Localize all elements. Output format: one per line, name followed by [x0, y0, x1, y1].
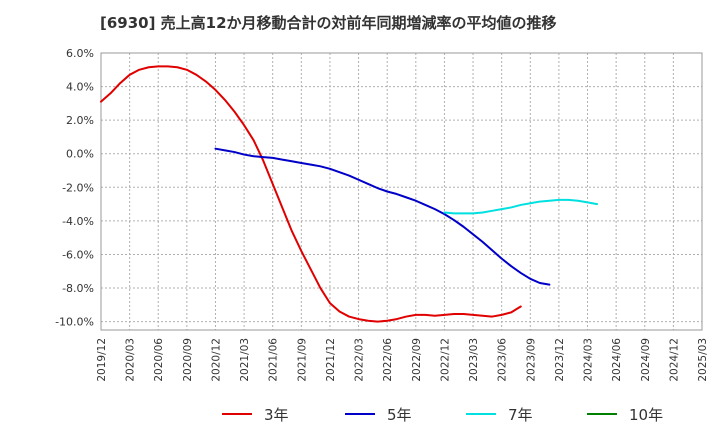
x-tick-label: 2024/12	[668, 338, 680, 382]
x-tick-label: 2022/03	[354, 338, 366, 382]
y-tick-label: -8.0%	[62, 282, 94, 295]
y-tick-label: -10.0%	[55, 316, 94, 329]
x-tick-label: 2022/12	[439, 338, 451, 382]
x-tick-label: 2019/12	[96, 338, 108, 382]
grid-layer	[101, 52, 702, 330]
x-tick-label: 2023/09	[525, 338, 537, 382]
y-tick-label: 4.0%	[66, 81, 94, 94]
legend-label-2: 7年	[508, 406, 533, 424]
x-tick-label: 2022/06	[382, 338, 394, 382]
legend-label-1: 5年	[387, 406, 412, 424]
x-tick-label: 2020/03	[125, 338, 137, 382]
x-tick-label: 2020/09	[182, 338, 194, 382]
x-tick-label: 2023/06	[497, 338, 509, 382]
x-tick-label: 2021/09	[296, 338, 308, 382]
series-layer	[100, 65, 599, 323]
legend: 3年 5年 7年 10年	[222, 406, 663, 424]
x-tick-label: 2022/09	[411, 338, 423, 382]
series-line-1	[214, 147, 551, 286]
x-tick-label: 2020/06	[153, 338, 165, 382]
legend-label-3: 10年	[629, 406, 663, 424]
x-tick-label: 2021/12	[325, 338, 337, 382]
y-tick-label: 6.0%	[66, 47, 94, 60]
x-tick-label: 2025/03	[697, 338, 709, 382]
x-tick-label: 2020/12	[210, 338, 222, 382]
y-tick-label: -4.0%	[62, 215, 94, 228]
y-tick-label: -6.0%	[62, 248, 94, 261]
x-tick-label: 2024/09	[640, 338, 652, 382]
x-tick-label: 2024/06	[611, 338, 623, 382]
series-line-2	[443, 198, 599, 215]
y-tick-label: 0.0%	[66, 148, 94, 161]
y-tick-label: -2.0%	[62, 181, 94, 194]
x-tick-label: 2023/03	[468, 338, 480, 382]
x-tick-label: 2023/12	[554, 338, 566, 382]
axis-layer: 6.0% 4.0% 2.0% 0.0% -2.0% -4.0% -6.0% -8.0% -10.…	[55, 47, 709, 382]
x-tick-label: 2024/03	[583, 338, 595, 382]
x-tick-label: 2021/06	[268, 338, 280, 382]
legend-label-0: 3年	[264, 406, 289, 424]
plot-frame	[100, 52, 703, 331]
chart-title: [6930] 売上高12か月移動合計の対前年同期増減率の平均値の推移	[100, 14, 557, 32]
series-line-0	[100, 65, 522, 323]
y-tick-label: 2.0%	[66, 114, 94, 127]
x-tick-label: 2021/03	[239, 338, 251, 382]
